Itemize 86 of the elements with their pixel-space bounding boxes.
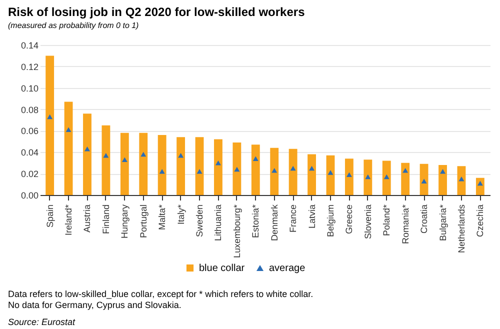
x-tick-label: Ireland* [64,204,74,236]
point [290,166,296,171]
y-tick-label: 0.02 [20,169,38,180]
bar [251,144,260,195]
point [234,166,240,172]
bar [176,137,186,195]
x-tick-label: Denmark [269,204,280,242]
bar [288,148,298,195]
chart-title: Risk of losing job in Q2 2020 for low-skilled workers [8,5,306,19]
bar [270,148,279,195]
y-tick-label: 0.08 [20,104,38,115]
x-tick-label: Hungary [120,204,130,239]
x-tick-label: Malta* [157,204,168,230]
x-tick-label: Romania* [400,204,410,244]
point [159,169,165,174]
point [402,168,408,173]
point [196,169,202,174]
text: Data refers to low-skilled_blue collar, except for * which refers to white collar. [8,289,314,299]
bar [64,102,73,195]
bar [83,114,92,195]
bar [401,162,410,195]
point [328,170,334,175]
point [252,156,258,161]
point [140,152,146,157]
y-tick-label: 0.12 [20,62,38,72]
point [346,172,352,178]
x-tick-label: Czechia [475,204,486,238]
bar [457,166,466,195]
x-tick-label: Croatia [419,204,430,234]
x-tick-label: Greece [344,204,354,234]
bar [195,137,204,195]
bar [438,165,447,195]
bar [420,164,428,195]
x-tick-label: Finland [100,204,111,234]
point [309,166,315,171]
x-tick-label: Spain [44,204,55,228]
bar [139,132,148,195]
x-tick-label: Estonia* [250,204,261,238]
y-tick-label: 0.10 [20,83,38,94]
point [103,152,109,158]
y-tick-label: 0.14 [20,40,38,50]
text: No data for Germany, Cyprus and Slovakia. [8,300,182,310]
x-tick-label: Luxembourg* [232,204,242,258]
bar [232,142,242,195]
bar [344,158,354,195]
x-tick-label: Italy* [176,204,186,225]
x-tick-label: Latvia [306,204,317,229]
chart-subtitle: (measured as probability from 0 to 1) [8,21,140,30]
bar [326,155,335,195]
x-tick-label: Austria [82,204,92,233]
x-tick-label: Netherlands [456,204,466,254]
point [215,160,221,166]
x-tick-label: Bulgaria* [438,204,448,242]
point [458,176,464,182]
x-tick-label: France [288,204,298,233]
x-tick-label: Poland* [382,204,392,236]
bar [308,154,316,195]
x-tick-label: Portugal [138,204,148,238]
point [365,174,371,180]
legend-label: blue collar [199,263,246,274]
bar [158,135,166,195]
bar [476,178,484,195]
x-tick-label: Belgium [325,204,336,238]
point [272,168,278,173]
source-note: Source: Eurostat [8,317,76,327]
point [178,152,184,158]
point [421,178,427,184]
y-tick-label: 0.06 [20,126,38,136]
bar [382,160,391,195]
x-tick-label: Lithuania [213,204,224,242]
point [122,157,128,162]
bar [46,56,54,195]
bar [120,132,129,195]
bar [102,125,110,195]
y-tick-label: 0.04 [20,148,38,158]
bar [364,160,372,195]
x-tick-label: Sweden [194,204,205,238]
point [66,127,72,132]
y-tick-label: 0.00 [20,190,38,200]
point [384,174,390,180]
point [47,114,53,120]
legend-label: average [269,263,306,274]
x-tick-label: Slovenia [362,204,373,240]
point [440,169,446,174]
bar [214,139,222,195]
point [84,146,90,152]
